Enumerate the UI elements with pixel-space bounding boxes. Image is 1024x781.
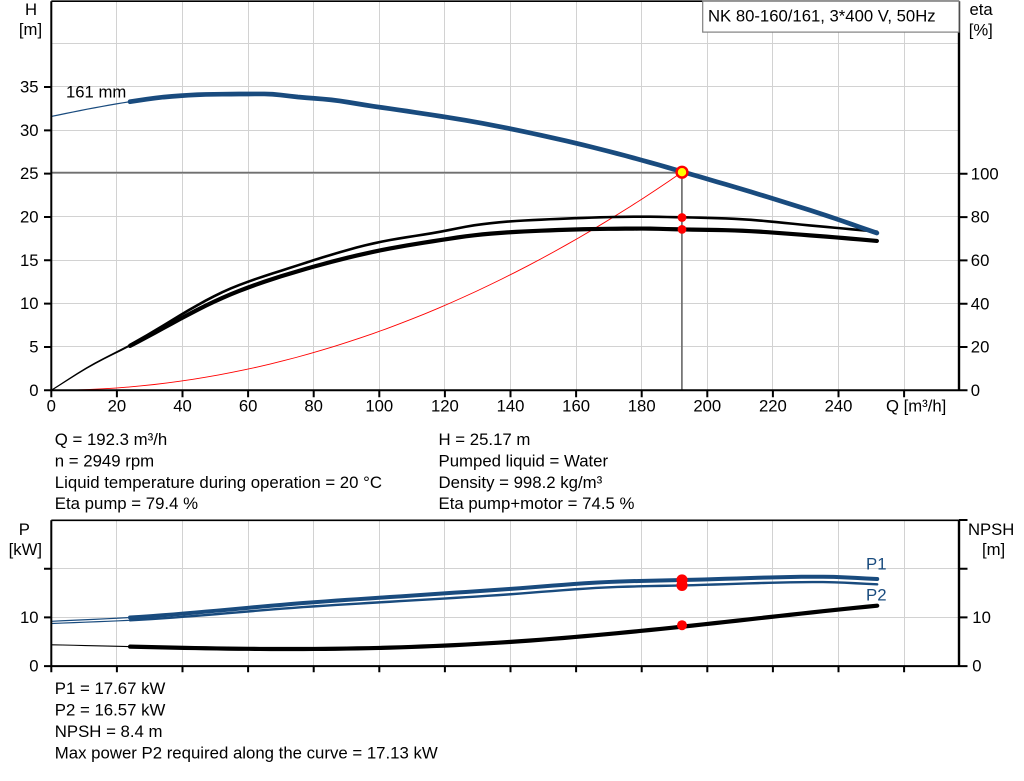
svg-text:Q [m³/h]: Q [m³/h] [886, 397, 946, 416]
svg-text:0: 0 [29, 381, 38, 400]
svg-text:[m]: [m] [982, 540, 1005, 559]
svg-text:35: 35 [20, 78, 39, 97]
svg-text:10: 10 [20, 608, 39, 627]
svg-text:25: 25 [20, 164, 39, 183]
svg-text:220: 220 [759, 397, 787, 416]
svg-text:P1 = 17.67 kW: P1 = 17.67 kW [55, 679, 166, 698]
svg-text:30: 30 [20, 121, 39, 140]
svg-text:[kW]: [kW] [9, 540, 42, 559]
svg-text:0: 0 [972, 657, 981, 676]
svg-text:NPSH: NPSH [968, 520, 1014, 539]
svg-text:160: 160 [562, 397, 590, 416]
svg-text:0: 0 [971, 381, 980, 400]
svg-text:0: 0 [29, 657, 38, 676]
svg-text:NK 80-160/161, 3*400 V, 50Hz: NK 80-160/161, 3*400 V, 50Hz [708, 7, 936, 26]
svg-text:[%]: [%] [969, 21, 993, 40]
svg-text:P2 = 16.57 kW: P2 = 16.57 kW [55, 701, 166, 720]
svg-text:Pumped liquid = Water: Pumped liquid = Water [439, 452, 609, 471]
svg-text:n = 2949 rpm: n = 2949 rpm [55, 452, 154, 471]
svg-text:eta: eta [970, 0, 994, 19]
svg-text:80: 80 [971, 208, 990, 227]
svg-text:Eta pump+motor = 74.5 %: Eta pump+motor = 74.5 % [439, 494, 635, 513]
svg-text:Eta pump = 79.4 %: Eta pump = 79.4 % [55, 494, 198, 513]
svg-text:[m]: [m] [19, 20, 42, 39]
svg-text:NPSH = 8.4 m: NPSH = 8.4 m [55, 722, 163, 741]
svg-text:Liquid temperature during oper: Liquid temperature during operation = 20… [55, 473, 382, 492]
svg-text:Density = 998.2 kg/m³: Density = 998.2 kg/m³ [439, 473, 603, 492]
svg-text:0: 0 [47, 397, 56, 416]
svg-text:60: 60 [239, 397, 258, 416]
svg-text:5: 5 [29, 338, 38, 357]
svg-text:180: 180 [628, 397, 656, 416]
svg-text:Q = 192.3 m³/h: Q = 192.3 m³/h [55, 430, 167, 449]
svg-text:10: 10 [20, 294, 39, 313]
svg-text:H = 25.17 m: H = 25.17 m [439, 430, 531, 449]
svg-text:P: P [19, 520, 30, 539]
svg-text:20: 20 [971, 338, 990, 357]
svg-text:40: 40 [173, 397, 192, 416]
svg-text:20: 20 [20, 208, 39, 227]
svg-text:60: 60 [971, 251, 990, 270]
svg-text:200: 200 [693, 397, 721, 416]
svg-text:40: 40 [971, 294, 990, 313]
svg-text:120: 120 [431, 397, 459, 416]
svg-text:H: H [25, 0, 37, 19]
svg-text:15: 15 [20, 251, 39, 270]
svg-text:P1: P1 [866, 554, 887, 573]
svg-text:161 mm: 161 mm [66, 82, 126, 101]
svg-text:20: 20 [108, 397, 127, 416]
svg-text:P2: P2 [866, 585, 887, 604]
svg-text:100: 100 [365, 397, 393, 416]
svg-text:10: 10 [972, 608, 991, 627]
svg-text:140: 140 [497, 397, 525, 416]
svg-text:80: 80 [304, 397, 323, 416]
svg-text:100: 100 [971, 164, 999, 183]
svg-text:Max power P2 required along th: Max power P2 required along the curve = … [55, 744, 438, 763]
svg-text:240: 240 [825, 397, 853, 416]
